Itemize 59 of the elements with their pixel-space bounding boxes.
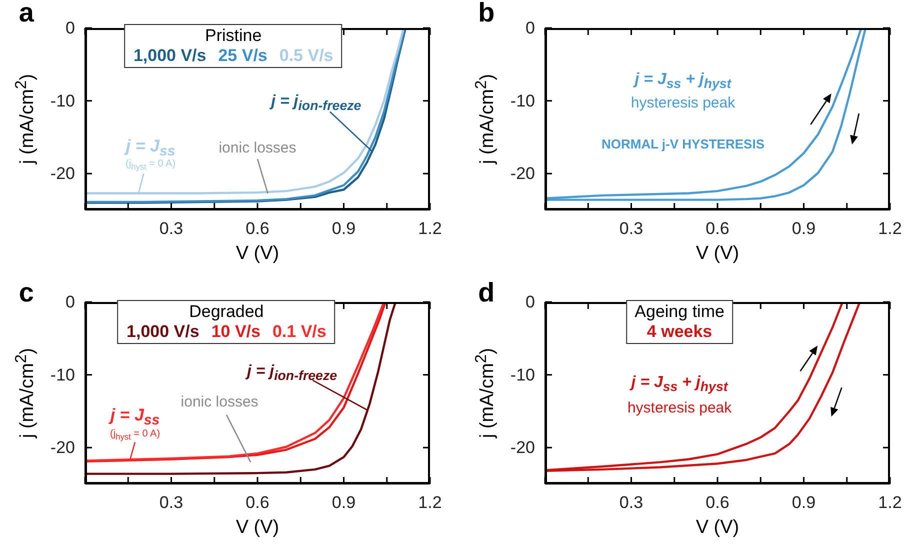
text: 10 V/s: [211, 322, 260, 342]
y-tick-label: -10: [50, 365, 75, 384]
text: d: [478, 277, 495, 308]
y-tick-label: -10: [50, 91, 75, 110]
annotation: hysteresis peak: [627, 399, 732, 416]
text: b: [478, 0, 495, 29]
text: 25 V/s: [218, 46, 268, 66]
x-axis-title: V (V): [696, 243, 740, 265]
legend-title: Pristine: [204, 26, 263, 46]
x-tick-label: 1.2: [878, 219, 902, 238]
y-tick-label: 0: [66, 18, 75, 38]
x-tick-label: 1.2: [418, 493, 442, 512]
x-tick-label: 0.3: [159, 219, 184, 238]
x-tick-label: 0.9: [792, 219, 816, 238]
x-tick-label: 0.3: [619, 219, 644, 238]
text: 1,000 V/s: [126, 322, 200, 342]
annotation: ionic losses: [180, 394, 258, 411]
annotation: j = J$_{ss}$ + j$_{hyst}$: [634, 70, 732, 91]
text: c: [18, 277, 34, 308]
annotation: (j$_{hyst}$ = 0 A): [110, 428, 160, 442]
x-tick-label: 1.2: [418, 219, 442, 238]
x-tick-label: 0.3: [159, 493, 184, 512]
annotation: j = j$_{ion-freeze}$: [271, 92, 362, 113]
y-tick-label: -20: [50, 438, 75, 458]
legend-title: Ageing time: [634, 302, 724, 322]
x-tick-label: 0.9: [332, 219, 356, 238]
annotation: j = J$_{ss}$: [126, 136, 176, 160]
legend-title: Degraded: [188, 302, 265, 322]
text: 4 weeks: [646, 322, 712, 342]
x-tick-label: 0.6: [706, 493, 730, 512]
annotation: j = j$_{ion-freeze}$: [246, 362, 338, 384]
x-tick-label: 0.6: [706, 219, 730, 238]
y-tick-label: 0: [526, 292, 535, 312]
y-tick-label: -20: [50, 164, 75, 184]
x-tick-label: 0.6: [246, 493, 270, 512]
annotation: hysteresis peak: [630, 94, 736, 112]
text: 0.1 V/s: [272, 322, 326, 342]
x-axis-title: V (V): [696, 517, 740, 539]
y-tick-label: -20: [510, 164, 535, 184]
y-tick-label: -20: [510, 438, 535, 458]
y-tick-label: -10: [510, 91, 535, 110]
y-tick-label: 0: [66, 292, 75, 312]
y-tick-label: 0: [526, 18, 535, 38]
x-tick-label: 1.2: [878, 493, 902, 512]
annotation: ionic losses: [218, 140, 296, 157]
x-axis-title: V (V): [236, 517, 280, 539]
y-tick-label: -10: [510, 365, 535, 384]
x-axis-title: V (V): [236, 243, 280, 265]
text: 1,000 V/s: [133, 46, 206, 66]
annotation: j = J$_{ss}$: [110, 404, 160, 428]
x-tick-label: 0.6: [246, 219, 270, 238]
x-tick-label: 0.9: [792, 493, 816, 512]
annotation: (j$_{hyst}$ = 0 A): [126, 158, 176, 171]
text: 0.5 V/s: [279, 46, 334, 66]
annotation: NORMAL j-V HYSTERESIS: [601, 136, 765, 152]
x-tick-label: 0.9: [332, 493, 356, 512]
x-tick-label: 0.3: [619, 493, 644, 512]
annotation: j = J$_{ss}$ + j$_{hyst}$: [631, 374, 728, 394]
text: a: [18, 0, 34, 29]
